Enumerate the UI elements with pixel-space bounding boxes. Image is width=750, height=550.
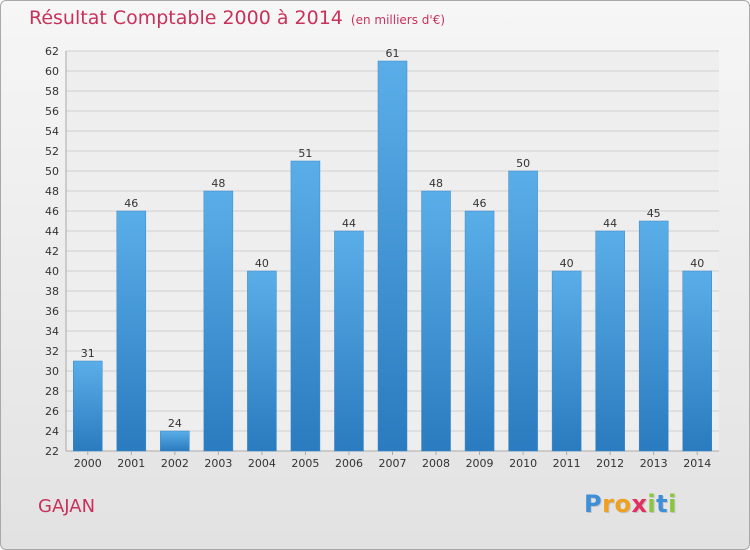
bar xyxy=(421,190,451,452)
y-tick-label: 56 xyxy=(45,105,59,118)
x-tick-label: 2008 xyxy=(422,457,450,470)
y-tick-label: 46 xyxy=(45,205,59,218)
x-tick-label: 2004 xyxy=(248,457,276,470)
logo-letter: P xyxy=(584,490,603,518)
y-tick-label: 22 xyxy=(45,445,59,458)
logo-letter: x xyxy=(631,490,648,518)
x-tick-label: 2006 xyxy=(335,457,363,470)
chart-title: Résultat Comptable 2000 à 2014 xyxy=(29,7,343,29)
x-tick-label: 2005 xyxy=(291,457,319,470)
x-tick-label: 2003 xyxy=(204,457,232,470)
bar xyxy=(551,270,582,452)
logo-letter: i xyxy=(647,490,657,518)
logo-letter: o xyxy=(614,490,632,518)
bar-value-label: 51 xyxy=(298,147,312,160)
chart-title-line: Résultat Comptable 2000 à 2014 (en millie… xyxy=(29,7,445,29)
x-tick-label: 2009 xyxy=(466,457,494,470)
bar-value-label: 48 xyxy=(211,177,225,190)
bar-value-label: 45 xyxy=(647,207,661,220)
bar-value-label: 40 xyxy=(560,257,574,270)
bar-value-label: 44 xyxy=(342,217,356,230)
bar-value-label: 46 xyxy=(473,197,487,210)
bar xyxy=(595,230,625,452)
x-tick-label: 2013 xyxy=(640,457,668,470)
bar xyxy=(73,360,103,452)
x-tick-label: 2001 xyxy=(117,457,145,470)
y-tick-label: 36 xyxy=(45,305,59,318)
logo-letter: t xyxy=(656,490,669,518)
y-tick-label: 40 xyxy=(45,265,59,278)
y-tick-label: 52 xyxy=(45,145,59,158)
logo-letter: r xyxy=(602,490,615,518)
bar xyxy=(160,430,190,452)
x-tick-label: 2007 xyxy=(379,457,407,470)
bar-value-label: 61 xyxy=(386,47,400,60)
bar xyxy=(508,170,538,452)
x-tick-label: 2011 xyxy=(553,457,581,470)
bar-value-label: 46 xyxy=(124,197,138,210)
bar-value-label: 50 xyxy=(516,157,530,170)
bar xyxy=(682,270,712,452)
y-tick-label: 38 xyxy=(45,285,59,298)
bar xyxy=(377,60,408,452)
bar-value-label: 44 xyxy=(603,217,617,230)
bar xyxy=(116,210,147,452)
logo-letter: i xyxy=(668,490,677,518)
y-tick-label: 44 xyxy=(45,225,59,238)
y-tick-label: 30 xyxy=(45,365,59,378)
y-tick-label: 54 xyxy=(45,125,59,138)
x-tick-label: 2000 xyxy=(74,457,102,470)
bar-value-label: 31 xyxy=(81,347,95,360)
y-tick-label: 62 xyxy=(45,45,59,58)
bar-value-label: 40 xyxy=(255,257,269,270)
y-tick-label: 34 xyxy=(45,325,59,338)
bar-value-label: 24 xyxy=(168,417,182,430)
commune-name: GAJAN xyxy=(38,496,96,517)
bar-value-label: 40 xyxy=(690,257,704,270)
x-tick-label: 2002 xyxy=(161,457,189,470)
y-tick-label: 42 xyxy=(45,245,59,258)
y-tick-label: 24 xyxy=(45,425,59,438)
y-tick-label: 48 xyxy=(45,185,59,198)
y-tick-label: 58 xyxy=(45,85,59,98)
bar xyxy=(203,190,234,452)
x-tick-label: 2012 xyxy=(596,457,624,470)
x-tick-label: 2010 xyxy=(509,457,537,470)
bar xyxy=(290,160,321,452)
bar xyxy=(334,230,364,452)
proxiti-logo: Proxiti xyxy=(584,490,677,518)
y-tick-label: 26 xyxy=(45,405,59,418)
y-tick-label: 28 xyxy=(45,385,59,398)
bar-value-label: 48 xyxy=(429,177,443,190)
chart-unit-note: (en milliers d'€) xyxy=(350,13,446,27)
x-tick-label: 2014 xyxy=(683,457,711,470)
bar xyxy=(247,270,277,452)
bar xyxy=(638,220,669,452)
y-tick-label: 50 xyxy=(45,165,59,178)
y-tick-label: 32 xyxy=(45,345,59,358)
y-tick-label: 60 xyxy=(45,65,59,78)
bar xyxy=(464,210,495,452)
